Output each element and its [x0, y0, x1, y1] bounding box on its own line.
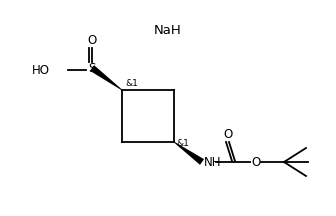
Text: O: O: [87, 35, 97, 48]
Text: &1: &1: [125, 79, 138, 88]
Text: NaH: NaH: [154, 24, 182, 38]
Text: O: O: [223, 129, 233, 141]
Text: S: S: [88, 62, 96, 75]
Text: &1: &1: [176, 139, 189, 148]
Text: HO: HO: [32, 64, 50, 76]
Polygon shape: [174, 142, 204, 165]
Text: O: O: [251, 156, 261, 168]
Polygon shape: [90, 65, 122, 90]
Text: NH: NH: [204, 157, 221, 170]
